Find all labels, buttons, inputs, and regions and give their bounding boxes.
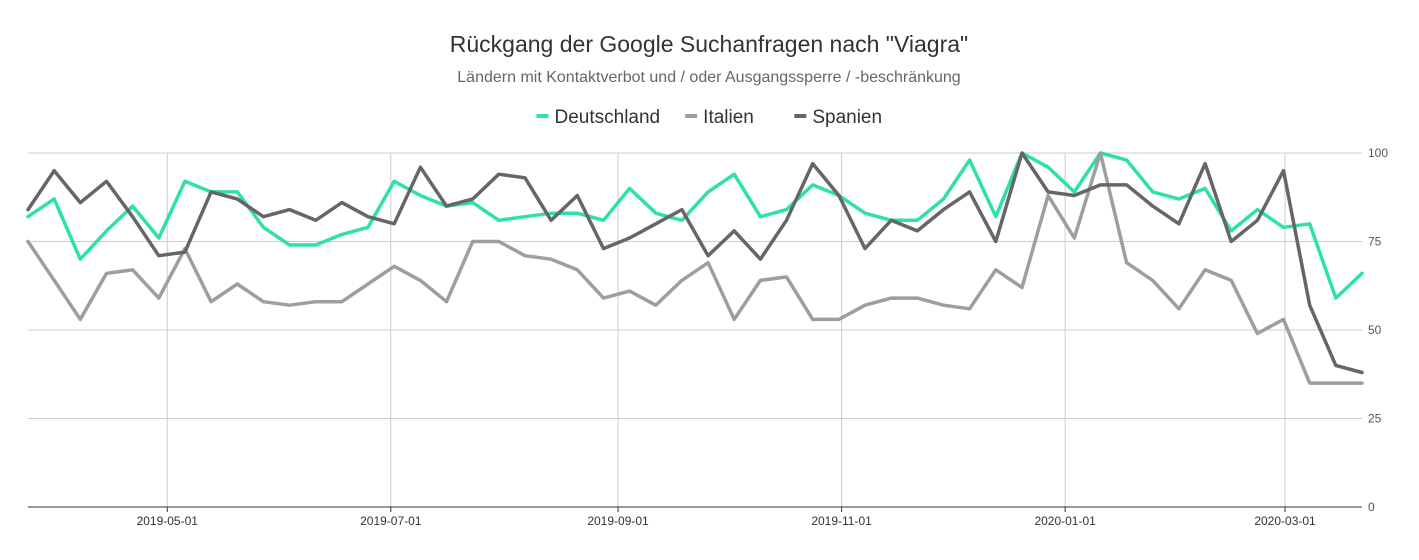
x-tick-label: 2019-11-01	[811, 514, 872, 528]
legend-item-deutschland: Deutschland	[536, 107, 661, 128]
legend-swatch	[685, 114, 698, 118]
y-tick-label: 0	[1368, 500, 1375, 514]
series-lines	[26, 151, 1364, 385]
legend-item-spanien: Spanien	[794, 107, 882, 128]
legend-label: Italien	[703, 107, 754, 128]
legend-label: Spanien	[812, 107, 882, 128]
legend-swatch	[536, 114, 549, 118]
axes: 0 25 50 75 100 2019-05-01 2019-07-01 2019-09-01…	[28, 146, 1388, 528]
x-tick-label: 2020-03-01	[1254, 514, 1316, 528]
chart-title: Rückgang der Google Suchanfragen nach "V…	[450, 31, 968, 57]
y-tick-label: 25	[1368, 412, 1382, 426]
series-line-italien	[26, 151, 1364, 385]
legend: Deutschland Italien Spanien	[536, 107, 882, 128]
x-tick-label: 2020-01-01	[1034, 514, 1096, 528]
series-line-spanien	[26, 151, 1364, 375]
legend-label: Deutschland	[555, 107, 661, 128]
y-tick-label: 75	[1368, 235, 1382, 249]
grid	[28, 152, 1362, 507]
x-tick-label: 2019-07-01	[360, 514, 422, 528]
x-tick-label: 2019-05-01	[137, 514, 199, 528]
y-tick-label: 100	[1368, 146, 1388, 160]
series-line-deutschland	[26, 151, 1364, 300]
x-tick-label: 2019-09-01	[587, 514, 649, 528]
legend-item-italien: Italien	[685, 107, 754, 128]
legend-swatch	[794, 114, 807, 118]
chart-subtitle: Ländern mit Kontaktverbot und / oder Aus…	[457, 69, 960, 86]
y-tick-label: 50	[1368, 323, 1382, 337]
